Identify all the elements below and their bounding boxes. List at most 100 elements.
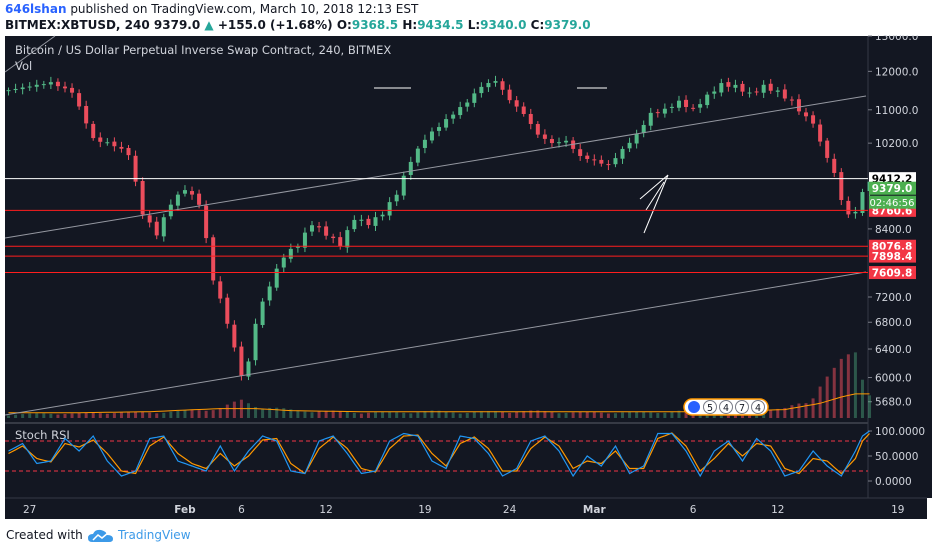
event-marker-count: 4 (723, 403, 729, 414)
volume-bar (162, 412, 166, 418)
event-marker-count: 7 (739, 403, 745, 414)
c-label: C: (530, 18, 545, 32)
candle-body (84, 105, 89, 124)
time-tick-label: 12 (771, 504, 784, 516)
low-value: 9340.0 (480, 18, 527, 32)
volume-bar (7, 415, 11, 418)
volume-bar (804, 403, 808, 418)
time-tick-label: 19 (891, 504, 904, 516)
candle-body (62, 86, 67, 89)
candle-body (70, 87, 75, 93)
volume-bar (84, 412, 88, 418)
event-marker-count: 5 (707, 403, 713, 414)
volume-bar (571, 412, 575, 418)
time-tick-label: 19 (418, 504, 431, 516)
volume-bar (324, 410, 328, 418)
candle-body (458, 107, 463, 116)
publish-text: published on TradingView.com, March 10, … (66, 2, 419, 16)
volume-bar (832, 367, 836, 418)
price-change: +155.0 (+1.68%) (217, 18, 333, 32)
candle-body (585, 155, 590, 159)
candle-body (472, 93, 477, 103)
candle-body (119, 146, 124, 149)
candle-body (811, 115, 816, 124)
candle-body (105, 142, 110, 144)
time-tick-label: Feb (174, 504, 196, 516)
volume-bar (479, 411, 483, 418)
candle-body (719, 83, 724, 93)
volume-bar (21, 414, 25, 418)
candle-body (338, 237, 343, 247)
volume-bar (204, 410, 208, 418)
volume-bar (352, 412, 356, 418)
candle-body (782, 89, 787, 99)
candle-body (324, 226, 329, 236)
candle-body (133, 155, 138, 182)
volume-bar (578, 411, 582, 418)
candle-body (655, 112, 660, 114)
volume-bar (797, 403, 801, 418)
candle-body (302, 232, 307, 248)
candle-body (684, 99, 689, 107)
volume-bar (493, 411, 497, 418)
volume-bar (112, 413, 116, 418)
candle-body (161, 217, 166, 237)
volume-bar (119, 412, 123, 418)
volume-bar (458, 413, 462, 418)
price-level-label: 7609.8 (872, 268, 913, 280)
volume-bar (515, 412, 519, 418)
volume-bar (155, 413, 159, 418)
time-tick-label: Mar (583, 504, 607, 516)
tradingview-brand-link[interactable]: TradingView (118, 528, 191, 542)
volume-bar (825, 376, 829, 418)
volume-bar (98, 413, 102, 418)
price-tick-label: 5680.0 (875, 397, 912, 409)
price-level-tag (869, 239, 916, 253)
candle-body (253, 323, 258, 361)
candle-body (373, 217, 378, 226)
candle-body (182, 190, 187, 194)
volume-bar (331, 410, 335, 418)
candle-body (839, 172, 844, 200)
candle-body (500, 81, 505, 90)
volume-bar (656, 412, 660, 418)
stoch-k-line (8, 430, 870, 478)
high-value: 9434.5 (417, 18, 464, 32)
author-link[interactable]: 646lshan (5, 2, 67, 16)
candle-body (415, 148, 420, 163)
candle-body (578, 149, 583, 156)
candle-body (380, 214, 385, 217)
candle-body (260, 301, 265, 326)
l-label: L: (467, 18, 481, 32)
candle-body (295, 246, 300, 248)
volume-bar (56, 414, 60, 418)
candle-body (359, 219, 364, 221)
candle-body (514, 100, 519, 107)
candle-body (91, 123, 96, 139)
volume-bar (366, 412, 370, 418)
volume-bar (134, 411, 138, 418)
volume-bar (628, 411, 632, 418)
volume-bar (529, 410, 533, 418)
volume-bar (811, 398, 815, 418)
price-chart[interactable]: 13000.0 12000.0 11000.0 10200.0 8400.0 7200.0… (0, 35, 932, 520)
volume-bar (451, 412, 455, 418)
volume-bar (374, 412, 378, 418)
volume-bar (254, 406, 258, 418)
close-value: 9379.0 (544, 18, 591, 32)
volume-bar (592, 411, 596, 418)
candle-body (211, 237, 216, 281)
candle-body (627, 142, 632, 149)
candle-body (13, 88, 18, 91)
candle-body (408, 161, 413, 175)
candle-body (387, 202, 392, 216)
price-tick-label: 12000.0 (875, 66, 918, 78)
trend-line-top (4, 35, 56, 73)
candle-body (154, 221, 159, 236)
price-tick-label: 6400.0 (875, 344, 912, 356)
volume-bar (70, 413, 74, 418)
candle-body (648, 112, 653, 126)
candle-body (832, 158, 837, 173)
candle-body (860, 192, 865, 213)
